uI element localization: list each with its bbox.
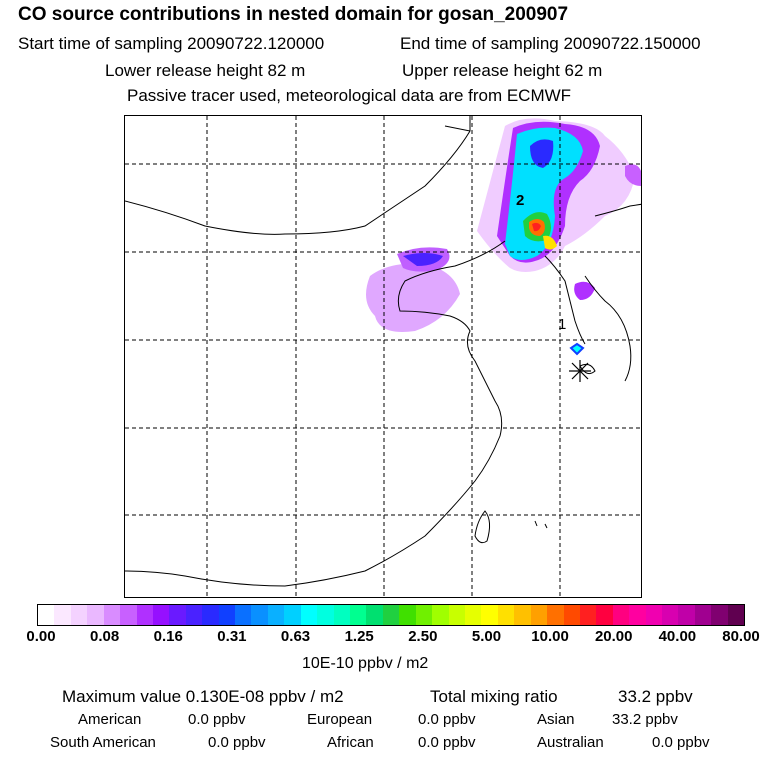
colorbar-segment: [185, 605, 203, 625]
marker-1: 1: [558, 316, 566, 333]
colorbar-segment: [235, 605, 252, 625]
start-time: Start time of sampling 20090722.120000: [18, 34, 325, 53]
colorbar-tick-label: 0.63: [280, 628, 311, 645]
receptor-star-icon: [569, 360, 591, 382]
region-value: 0.0 ppbv: [208, 734, 266, 751]
colorbar-segment: [612, 605, 630, 625]
upper-release-height: Upper release height 62 m: [402, 61, 603, 80]
colorbar-segment: [399, 605, 416, 625]
colorbar-segment: [300, 605, 318, 625]
colorbar-segment: [579, 605, 597, 625]
colorbar-tick-label: 0.08: [90, 628, 120, 645]
colorbar-segment: [629, 605, 646, 625]
region-value: 0.0 ppbv: [188, 711, 246, 728]
map-panel: 1 2: [124, 115, 642, 598]
region-value: 0.0 ppbv: [418, 734, 476, 751]
colorbar-tick-label: 0.16: [153, 628, 183, 645]
region-value: 33.2 ppbv: [612, 711, 678, 728]
colorbar-segment: [596, 605, 613, 625]
colorbar-segment: [333, 605, 351, 625]
colorbar-segment: [711, 605, 728, 625]
colorbar-segment: [38, 605, 55, 625]
colorbar-units: 10E-10 ppbv / m2: [302, 655, 429, 672]
region-name: Asian: [537, 711, 575, 728]
colorbar-segment: [464, 605, 482, 625]
total-mixing-value: 33.2 ppbv: [618, 687, 693, 706]
colorbar-tick-label: 10.00: [531, 628, 569, 645]
map-canvas: 1 2: [125, 116, 641, 597]
colorbar-segment: [251, 605, 268, 625]
colorbar-segment: [350, 605, 367, 625]
colorbar-segment: [317, 605, 334, 625]
colorbar-tick-label: 20.00: [594, 628, 633, 645]
colorbar-segment: [662, 605, 679, 625]
region-name: American: [78, 711, 142, 728]
colorbar-segment: [202, 605, 219, 625]
colorbar-segment: [169, 605, 186, 625]
concentration-field: [366, 118, 641, 356]
colorbar-segment: [415, 605, 433, 625]
colorbar-segment: [382, 605, 400, 625]
colorbar-segment: [727, 605, 745, 625]
colorbar-tick-label: 80.00: [722, 628, 760, 645]
colorbar-segment: [432, 605, 449, 625]
colorbar-tick-label: 2.50: [408, 628, 438, 645]
colorbar-segment: [448, 605, 465, 625]
colorbar-segment: [481, 605, 498, 625]
end-time: End time of sampling 20090722.150000: [400, 34, 701, 53]
colorbar-segment: [694, 605, 712, 625]
colorbar-segment: [54, 605, 71, 625]
max-value: Maximum value 0.130E-08 ppbv / m2: [62, 687, 344, 706]
lat-lon-grid: [125, 116, 641, 597]
colorbar-tick-label: 1.25: [344, 628, 374, 645]
region-value: 0.0 ppbv: [652, 734, 710, 751]
region-name: European: [307, 711, 373, 728]
lower-release-height: Lower release height 82 m: [105, 61, 306, 80]
colorbar: [37, 604, 745, 626]
colorbar-segment: [136, 605, 153, 625]
tracer-note: Passive tracer used, meteorological data…: [127, 86, 572, 105]
colorbar-tick-label: 40.00: [658, 628, 697, 645]
colorbar-segment: [678, 605, 695, 625]
colorbar-segment: [645, 605, 663, 625]
colorbar-segment: [267, 605, 285, 625]
colorbar-segment: [514, 605, 531, 625]
colorbar-tick-label: 0.31: [217, 628, 247, 645]
region-name: African: [327, 734, 374, 751]
colorbar-tick-label: 5.00: [471, 628, 502, 645]
total-mixing-label: Total mixing ratio: [430, 687, 558, 706]
plot-title: CO source contributions in nested domain…: [18, 4, 569, 25]
region-value: 0.0 ppbv: [418, 711, 476, 728]
colorbar-segment: [120, 605, 137, 625]
marker-2: 2: [516, 192, 524, 209]
colorbar-segment: [563, 605, 580, 625]
colorbar-segment: [103, 605, 121, 625]
colorbar-segment: [284, 605, 301, 625]
colorbar-segment: [366, 605, 383, 625]
colorbar-segment: [70, 605, 88, 625]
region-name: Australian: [537, 734, 604, 751]
colorbar-segment: [497, 605, 515, 625]
colorbar-tick-label: 0.00: [26, 628, 56, 645]
colorbar-segment: [87, 605, 104, 625]
coastlines: [125, 116, 641, 587]
colorbar-segment: [152, 605, 170, 625]
colorbar-segment: [530, 605, 548, 625]
colorbar-segment: [547, 605, 564, 625]
colorbar-segment: [218, 605, 236, 625]
region-name: South American: [50, 734, 156, 751]
